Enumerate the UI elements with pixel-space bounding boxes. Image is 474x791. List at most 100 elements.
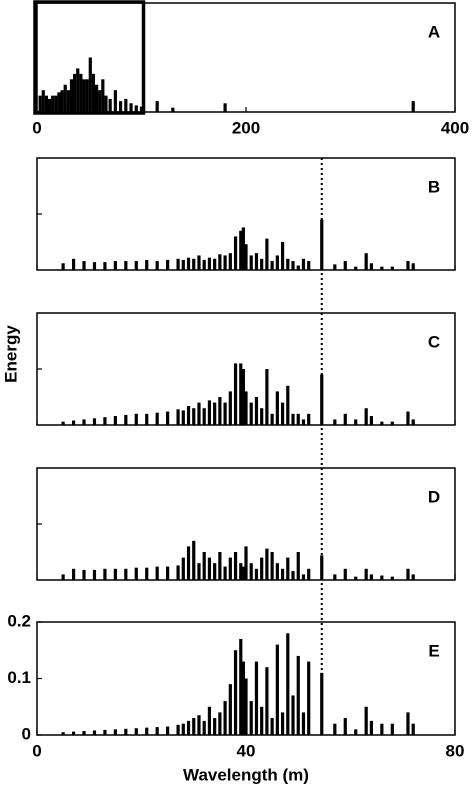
panel-label: C [428,332,440,351]
bar [296,552,300,580]
bar [60,90,64,112]
bar [228,684,232,735]
bar [406,568,410,580]
bar [364,706,368,735]
bar [92,569,97,580]
bar [307,413,311,425]
bar [76,68,80,112]
bar [223,566,227,580]
bar [134,413,138,425]
bar [192,258,196,270]
bar [343,261,347,270]
bar [51,95,55,112]
bar [73,73,77,112]
bar [197,715,201,735]
panel-label: E [428,641,439,660]
bar [291,413,295,425]
bar [380,723,384,735]
bar [333,419,337,425]
bar [207,257,212,270]
bar [113,90,117,112]
bar [139,106,144,112]
bar [286,557,290,580]
bar [239,230,243,270]
bar [124,98,128,112]
bar [134,261,138,270]
bar [241,566,245,580]
bar [411,574,415,580]
bar [406,712,410,735]
bar [41,90,45,112]
bar [207,557,212,580]
bar [241,227,245,270]
bar [380,266,384,270]
bar [301,258,306,270]
bar [280,242,285,270]
bar [233,236,238,270]
bar [166,259,170,270]
bar [218,254,222,270]
bar [270,718,274,735]
x-tick-label: 80 [446,741,465,760]
bar [275,391,279,425]
bar [320,555,324,580]
bar [113,729,117,735]
bar [181,557,185,580]
bar [197,255,201,270]
bar [176,565,180,580]
bar [301,419,306,425]
bar [88,57,92,112]
bar [91,73,96,112]
bar [364,568,368,580]
bar [166,411,170,425]
bar [104,95,108,112]
bar [354,266,358,270]
bar [61,263,65,270]
bar [406,411,410,425]
bar [291,261,295,270]
bar [233,363,238,425]
bar [213,718,217,735]
bar [134,567,138,580]
bar [124,414,128,425]
bar [82,569,86,580]
bar [218,552,222,580]
bar [71,568,76,580]
bar [192,540,196,580]
bar [113,568,117,580]
bar [85,79,89,112]
bar [364,408,368,425]
bar [249,701,253,735]
bar [411,419,415,425]
bar [244,678,248,735]
bar [61,574,65,580]
bar [92,418,97,425]
bar [47,98,52,112]
bar [244,546,248,580]
bar [213,402,217,425]
bar [286,633,290,735]
bar [249,563,253,580]
bar [333,264,337,270]
x-tick-label: 200 [232,118,260,137]
bar [369,416,373,425]
bar [186,405,191,425]
bar [155,727,159,735]
bar [181,723,185,735]
panel-label: B [428,177,440,196]
bar [254,661,259,735]
x-tick-label: 0 [32,118,41,137]
bar [296,655,300,735]
y-tick-label: 0.2 [7,611,31,630]
bar [249,255,253,270]
bar [61,421,65,425]
bar [228,253,232,270]
bar [390,723,394,735]
bar [213,258,217,270]
bar [354,576,358,580]
bar [354,419,358,425]
bar [98,90,102,112]
bar [145,259,149,270]
panel-label: A [428,22,440,41]
